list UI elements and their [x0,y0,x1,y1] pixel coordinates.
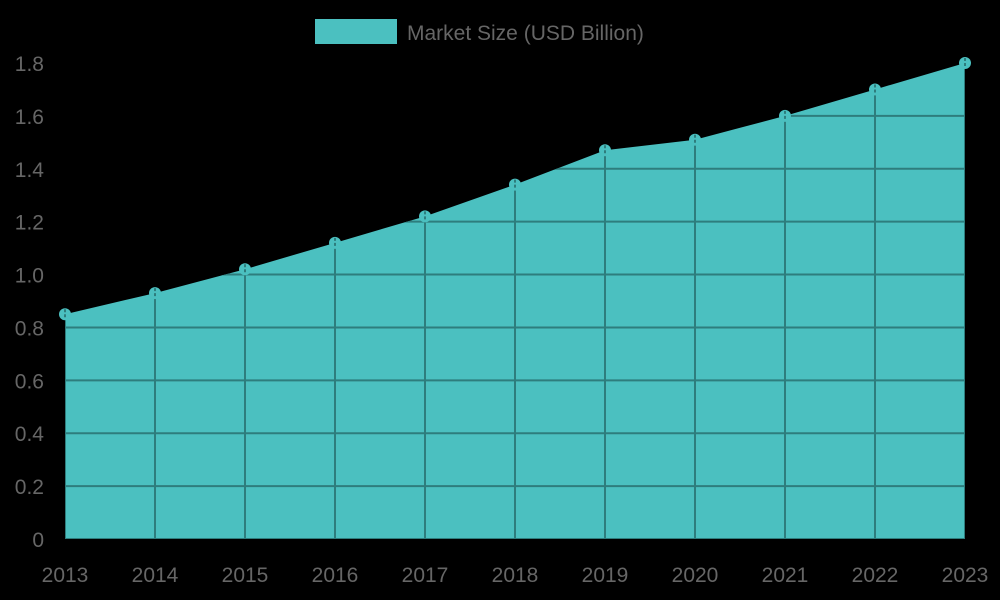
x-tick-label: 2018 [492,564,539,587]
x-tick-label: 2019 [582,564,629,587]
y-tick-label: 0.8 [15,317,44,340]
y-tick-label: 1.4 [15,159,45,182]
x-tick-label: 2017 [402,564,449,587]
legend[interactable]: Market Size (USD Billion) [315,19,644,45]
x-tick-label: 2022 [852,564,899,587]
x-tick-label: 2016 [312,564,359,587]
x-axis: 2013 2014 2015 2016 2017 2018 2019 2020 2021 2022… [42,564,989,587]
x-tick-label: 2014 [132,564,179,587]
y-tick-label: 0.4 [15,423,45,446]
y-tick-label: 1.8 [15,53,44,76]
y-tick-label: 1.2 [15,212,44,235]
legend-label: Market Size (USD Billion) [407,22,644,45]
y-tick-label: 1.6 [15,106,44,129]
y-tick-label: 0 [32,529,44,552]
y-tick-label: 0.2 [15,476,44,499]
y-axis: 0 0.2 0.4 0.6 0.8 1.0 1.2 1.4 1.6 1.8 [15,53,45,552]
legend-swatch [315,19,397,44]
x-tick-label: 2023 [942,564,989,587]
plot-area [59,57,971,539]
x-tick-label: 2021 [762,564,809,587]
y-tick-label: 0.6 [15,370,44,393]
x-tick-label: 2013 [42,564,89,587]
y-tick-label: 1.0 [15,265,44,288]
x-tick-label: 2015 [222,564,269,587]
x-tick-label: 2020 [672,564,719,587]
